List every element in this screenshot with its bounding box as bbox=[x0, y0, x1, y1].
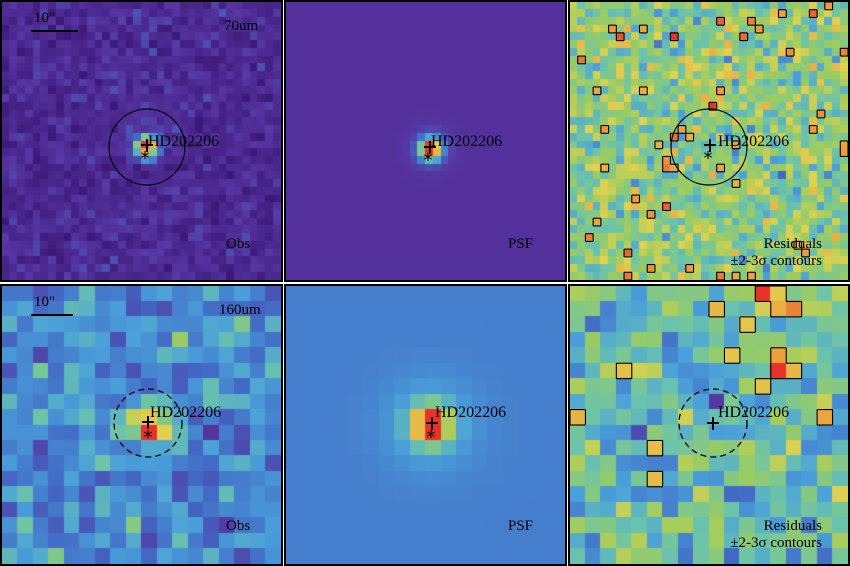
panel-70um-obs: * 10" 70um HD202206 Obs bbox=[0, 0, 283, 282]
aperture-circle-icon bbox=[670, 108, 748, 186]
star-marker-icon: * bbox=[704, 148, 713, 169]
overlay-70um-obs: * bbox=[108, 108, 186, 186]
overlay-70um-residuals: * bbox=[577, 2, 848, 280]
star-marker-icon: * bbox=[427, 427, 436, 448]
overlay-160um-obs: * bbox=[113, 388, 183, 458]
overlay-70um-psf: * bbox=[424, 141, 436, 171]
aperture-circle-icon bbox=[108, 108, 186, 186]
scale-bar bbox=[31, 314, 73, 316]
residual-label-line2: ±2-3σ contours bbox=[730, 535, 822, 551]
plus-marker-icon bbox=[426, 417, 438, 430]
source-label: HD202206 bbox=[435, 404, 507, 421]
aperture-circle-icon bbox=[113, 388, 183, 458]
star-marker-icon: * bbox=[144, 427, 153, 448]
image-160um-psf bbox=[286, 286, 565, 564]
panel-160um-psf: * HD202206 PSF bbox=[284, 284, 567, 566]
band-label: 160um bbox=[219, 302, 261, 318]
source-label: HD202206 bbox=[148, 133, 220, 150]
source-label: HD202206 bbox=[431, 133, 503, 150]
panel-70um-residuals: * HD202206 Residuals ±2-3σ contours bbox=[568, 0, 850, 282]
scale-bar bbox=[31, 30, 78, 32]
panel-type-label: PSF bbox=[508, 236, 534, 252]
overlay-160um-psf: * bbox=[426, 417, 438, 448]
plus-marker-icon bbox=[707, 417, 719, 430]
image-160um-obs bbox=[2, 286, 281, 564]
star-marker-icon: * bbox=[141, 148, 150, 169]
residual-label-line1: Residuals bbox=[763, 518, 822, 534]
image-160um-residuals bbox=[570, 286, 848, 564]
source-label: HD202206 bbox=[150, 404, 222, 421]
source-label: HD202206 bbox=[718, 404, 790, 421]
residual-label-line2: ±2-3σ contours bbox=[730, 253, 822, 269]
image-70um-psf bbox=[286, 2, 565, 280]
panel-type-label: PSF bbox=[508, 518, 534, 534]
plus-marker-icon bbox=[141, 139, 153, 152]
overlay-160um-residuals bbox=[570, 286, 834, 488]
plus-marker-icon bbox=[142, 416, 154, 429]
band-label: 70um bbox=[224, 18, 259, 34]
panel-70um-psf: * HD202206 PSF bbox=[284, 0, 567, 282]
image-70um-obs bbox=[2, 2, 281, 280]
aperture-circle-icon bbox=[678, 388, 748, 458]
scale-bar-label: 10" bbox=[34, 294, 56, 310]
panel-type-label: Obs bbox=[226, 236, 251, 252]
panel-type-label: Obs bbox=[226, 518, 251, 534]
panel-160um-residuals: HD202206 Residuals ±2-3σ contours bbox=[568, 284, 850, 566]
source-label: HD202206 bbox=[718, 133, 790, 150]
residual-label-line1: Residuals bbox=[763, 236, 822, 252]
scale-bar-label: 10" bbox=[34, 10, 56, 26]
panel-160um-obs: * 10" 160um HD202206 Obs bbox=[0, 284, 283, 566]
star-marker-icon: * bbox=[424, 150, 433, 171]
plus-marker-icon bbox=[424, 141, 436, 154]
plus-marker-icon bbox=[704, 139, 716, 152]
